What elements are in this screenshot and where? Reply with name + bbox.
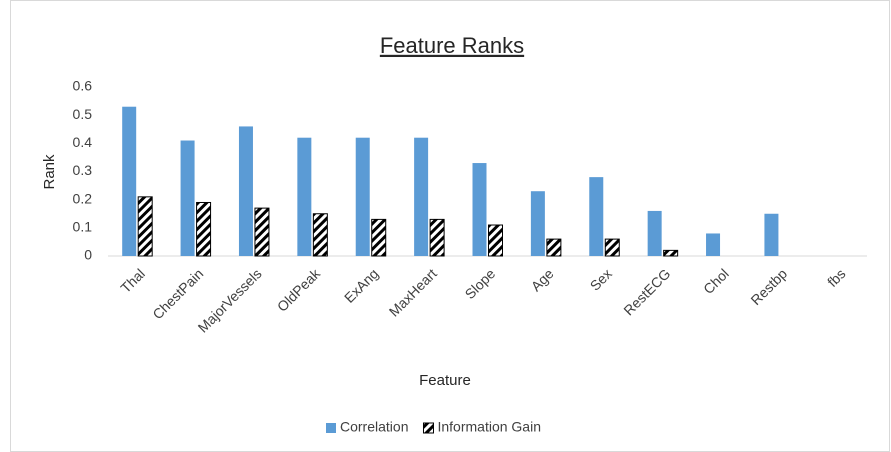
- bar: [297, 137, 312, 256]
- chart-border: [10, 0, 890, 452]
- legend-label: Information Gain: [437, 419, 541, 435]
- bar: [429, 218, 445, 257]
- y-tick-label: 0.2: [73, 190, 93, 206]
- bar: [312, 213, 328, 257]
- bar: [414, 137, 429, 256]
- y-tick-label: 0.3: [73, 162, 93, 178]
- bar: [137, 196, 153, 257]
- bar: [355, 137, 370, 256]
- y-axis-title: Rank: [41, 154, 58, 190]
- bar: [122, 106, 137, 256]
- chart-title: Feature Ranks: [380, 33, 524, 58]
- bar: [647, 210, 662, 256]
- bar: [604, 238, 620, 257]
- bar: [371, 218, 387, 257]
- bar: [530, 191, 545, 256]
- bar: [254, 207, 270, 257]
- bar: [706, 233, 721, 256]
- legend-label: Correlation: [340, 419, 408, 435]
- y-tick-label: 0: [84, 247, 92, 263]
- bar: [546, 238, 562, 257]
- y-tick-label: 0.5: [73, 106, 93, 122]
- x-axis-title: Feature: [419, 372, 471, 389]
- bar: [472, 163, 487, 256]
- bar: [663, 249, 679, 257]
- bar: [238, 126, 253, 256]
- legend-swatch: [326, 423, 336, 433]
- bar: [196, 201, 212, 257]
- bar: [589, 177, 604, 256]
- bar: [488, 224, 503, 257]
- y-tick-label: 0.4: [73, 134, 93, 150]
- y-tick-label: 0.6: [73, 78, 93, 94]
- bar: [180, 140, 195, 256]
- legend-swatch: [422, 422, 434, 434]
- bar: [764, 213, 779, 256]
- y-tick-label: 0.1: [73, 219, 93, 235]
